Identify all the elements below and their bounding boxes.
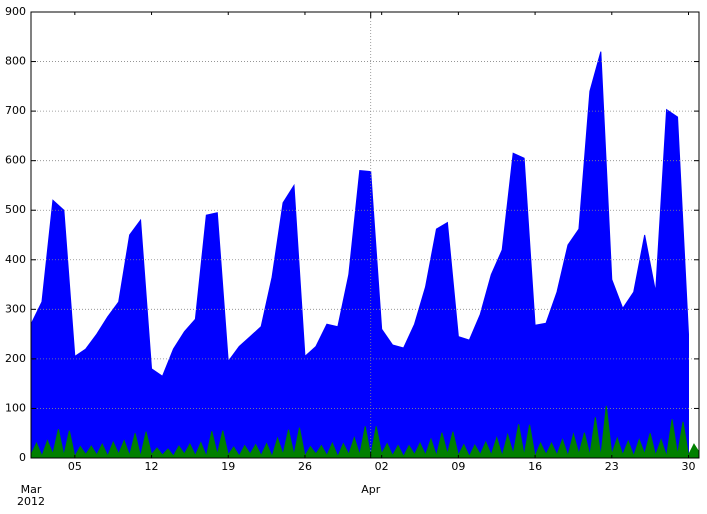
y-tick-label: 0	[19, 451, 26, 464]
x-tick-label: 02	[375, 460, 389, 473]
x-tick-label: 12	[145, 460, 159, 473]
x-tick-label: 23	[605, 460, 619, 473]
x-tick-label: 16	[528, 460, 542, 473]
x-tick-label: 05	[68, 460, 82, 473]
plot-frame	[30, 11, 700, 459]
y-tick-label: 400	[5, 253, 26, 266]
y-tick-label: 300	[5, 302, 26, 315]
month-label: Mar 2012	[17, 483, 45, 508]
y-tick-label: 800	[5, 55, 26, 68]
y-tick-label: 100	[5, 401, 26, 414]
y-tick-label: 200	[5, 352, 26, 365]
x-tick-label: 09	[451, 460, 465, 473]
month-label: Apr	[361, 483, 381, 496]
x-tick-label: 30	[681, 460, 695, 473]
y-tick-label: 600	[5, 154, 26, 167]
area	[30, 405, 700, 459]
y-tick-label: 700	[5, 104, 26, 117]
area	[30, 51, 689, 459]
y-tick-label: 500	[5, 203, 26, 216]
y-tick-label: 900	[5, 5, 26, 18]
x-tick-label: 19	[221, 460, 235, 473]
x-tick-label: 26	[298, 460, 312, 473]
